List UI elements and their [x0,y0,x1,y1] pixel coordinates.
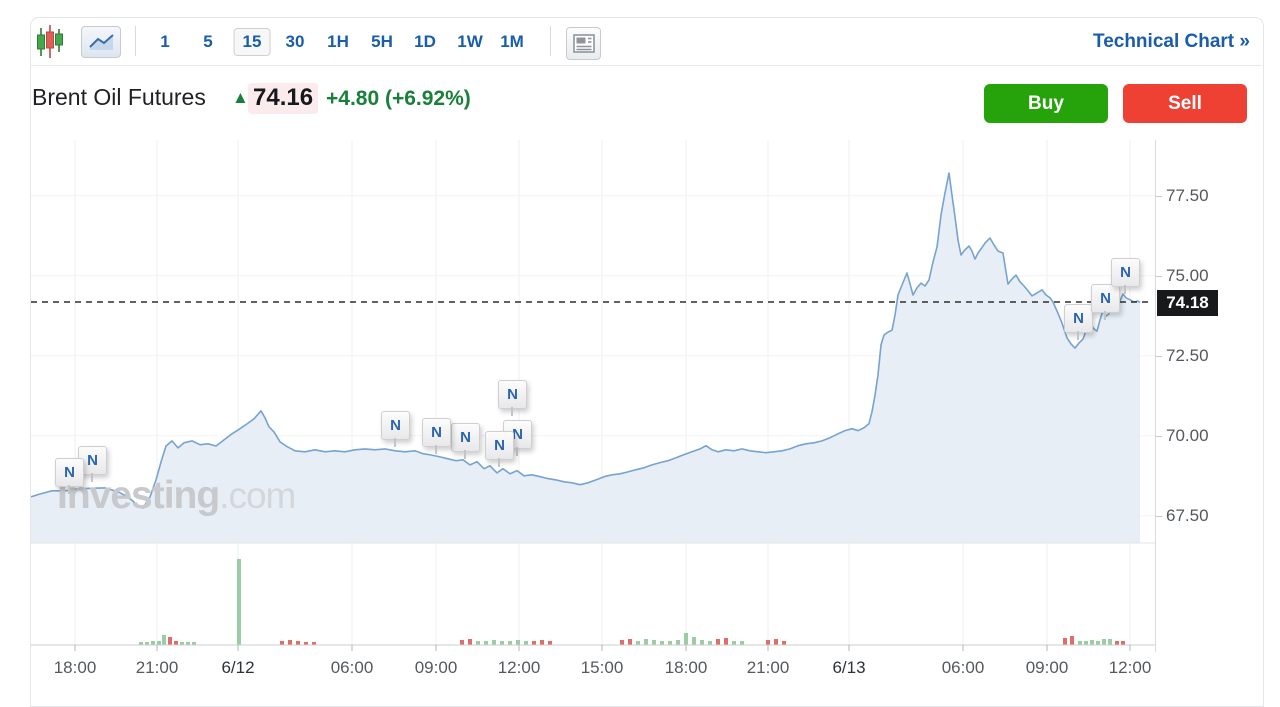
y-axis-label: 77.50 [1166,185,1209,205]
x-axis-label: 15:00 [580,658,624,677]
marker-stem [91,473,93,482]
marker-stem [1124,285,1126,294]
timeframe-5h[interactable]: 5H [371,32,393,51]
y-axis-label: 72.50 [1166,345,1209,365]
timeframe-1m[interactable]: 1M [500,32,524,51]
marker-stem [516,447,518,456]
news-marker[interactable]: N [381,411,410,447]
current-price-tag: 74.18 [1157,290,1218,316]
x-axis-label: 09:00 [1025,658,1069,677]
price-line [31,172,1141,509]
marker-stem [1077,331,1079,340]
candlestick-icon [37,25,63,58]
news-toggle-button[interactable] [566,27,601,60]
news-marker[interactable]: N [498,380,527,416]
marker-stem [435,445,437,454]
timeframe-1h[interactable]: 1H [327,32,349,51]
timeframe-5[interactable]: 5 [203,32,213,51]
x-axis-label: 12:00 [1108,658,1152,677]
timeframe-30[interactable]: 30 [285,32,305,51]
news-marker[interactable]: N [1064,304,1093,340]
timeframe-1[interactable]: 1 [160,32,170,51]
marker-stem [68,485,70,494]
price-area-fill [31,173,1140,543]
news-marker-label: N [507,386,518,403]
news-marker-label: N [512,426,523,443]
timeframe-1d[interactable]: 1D [414,32,436,51]
x-axis-ticks [74,645,1131,651]
toolbar-divider [550,26,551,56]
candlestick-chart-button[interactable] [36,25,64,63]
news-marker[interactable]: N [1091,284,1120,320]
x-axis-label: 09:00 [414,658,458,677]
y-axis-tick [1156,515,1162,517]
news-marker-label: N [390,417,401,434]
sell-button[interactable]: Sell [1123,84,1247,123]
technical-chart-label: Technical Chart [1093,31,1235,52]
news-marker-label: N [431,424,442,441]
x-axis-label: 18:00 [664,658,708,677]
timeframe-1w[interactable]: 1W [457,32,483,51]
technical-chart-link[interactable]: Technical Chart » [1093,31,1250,53]
news-marker-label: N [1120,264,1131,281]
news-marker-label: N [1073,310,1084,327]
marker-stem [394,438,396,447]
x-axis-label: 6/13 [832,658,866,677]
marker-stem [1104,311,1106,320]
marker-stem [511,407,513,416]
news-marker-label: N [1100,290,1111,307]
x-axis-label: 6/12 [221,658,255,677]
instrument-title: Brent Oil Futures [32,84,206,110]
news-marker-label: N [87,452,98,469]
news-marker-label: N [64,464,75,481]
news-marker[interactable]: N [451,423,480,459]
y-axis-label: 75.00 [1166,265,1209,285]
y-axis-tick [1156,275,1162,277]
marker-stem [464,450,466,459]
x-axis-label: 21:00 [746,658,790,677]
news-marker[interactable]: N [55,458,84,494]
x-axis-label: 06:00 [941,658,985,677]
line-chart-button[interactable] [81,26,121,58]
news-marker-label: N [494,437,505,454]
price-up-arrow-icon: ▲ [232,88,249,107]
price-chart[interactable] [31,140,1156,655]
news-marker-label: N [460,429,471,446]
x-axis-label: 18:00 [53,658,97,677]
y-axis-tick [1156,195,1162,197]
y-axis-tick [1156,355,1162,357]
buy-button[interactable]: Buy [984,84,1108,123]
news-marker[interactable]: N [485,431,514,467]
x-axis-label: 06:00 [330,658,374,677]
last-price: 74.16 [248,83,319,114]
volume-bars [139,559,1125,645]
toolbar-separator [31,65,1262,66]
marker-stem [498,458,500,467]
x-axis-label: 12:00 [497,658,541,677]
price-change: +4.80 (+6.92%) [326,87,471,110]
x-axis-label: 21:00 [135,658,179,677]
y-axis-label: 70.00 [1166,425,1209,445]
y-axis-label: 67.50 [1166,505,1209,525]
newspaper-icon [572,34,595,53]
timeframe-15[interactable]: 15 [233,28,271,56]
line-chart-icon [89,34,114,50]
y-axis-tick [1156,435,1162,437]
chevron-right-icon: » [1239,31,1250,52]
toolbar-divider [135,26,136,56]
news-marker[interactable]: N [1111,258,1140,294]
news-marker[interactable]: N [422,418,451,454]
